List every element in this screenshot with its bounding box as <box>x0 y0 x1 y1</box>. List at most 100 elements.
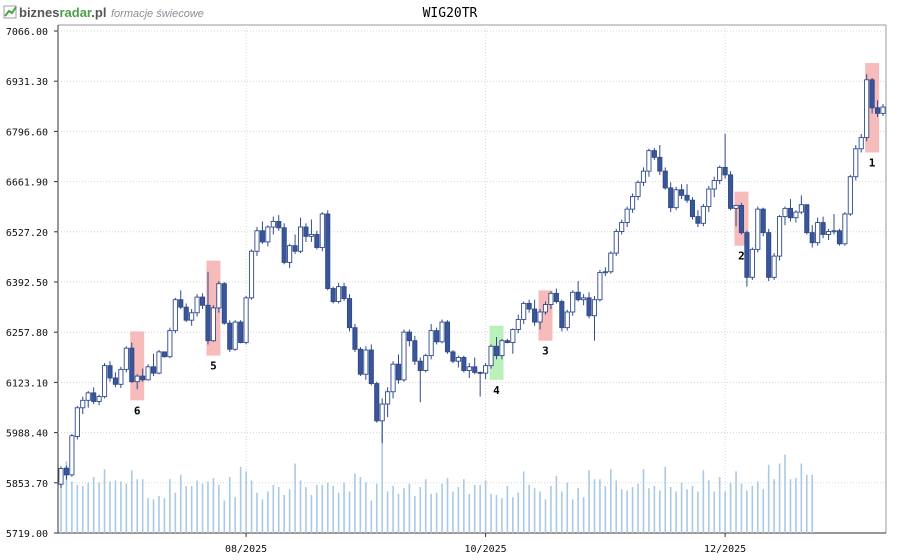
x-tick-label: 10/2025 <box>465 544 507 555</box>
candle-body <box>864 79 870 139</box>
candle-body <box>167 330 173 358</box>
candle-body <box>287 245 293 263</box>
bearish-candle <box>875 100 881 118</box>
bullish-candle <box>265 225 271 247</box>
bearish-candle <box>395 354 402 384</box>
candle-body <box>624 208 630 224</box>
candle-body <box>738 204 745 234</box>
bullish-candle <box>673 186 679 211</box>
candle-body <box>248 250 255 299</box>
bullish-candle <box>782 206 788 226</box>
bearish-candle <box>341 282 347 301</box>
candle-body <box>472 366 478 373</box>
bearish-candle <box>314 230 320 250</box>
candle-body <box>265 226 271 243</box>
bullish-candle <box>880 104 886 116</box>
candle-body <box>847 176 853 215</box>
bearish-candle <box>744 230 750 287</box>
candle-body <box>477 371 483 374</box>
bullish-candle <box>101 363 108 399</box>
candle-body <box>210 307 216 342</box>
bearish-candle <box>728 171 734 211</box>
bullish-candle <box>232 320 238 351</box>
candle-body <box>69 435 75 476</box>
bullish-candle <box>145 364 151 381</box>
candle-body <box>374 383 380 422</box>
bullish-candle <box>640 167 647 187</box>
candle-body <box>227 322 233 350</box>
bearish-candle <box>695 210 701 228</box>
bearish-candle <box>477 371 483 397</box>
pattern-label: 4 <box>493 384 500 397</box>
bearish-candle <box>869 77 875 114</box>
bearish-candle <box>368 344 374 386</box>
bullish-candle <box>319 212 325 252</box>
y-tick-label: 6257.80 <box>6 328 48 339</box>
candle-body <box>679 189 685 196</box>
candle-body <box>564 311 570 329</box>
bearish-candle <box>766 228 772 282</box>
candle-body <box>521 302 527 320</box>
bullish-candle <box>379 398 385 444</box>
candle-body <box>510 329 516 344</box>
candle-body <box>330 288 336 303</box>
y-tick-label: 5853.70 <box>6 479 48 490</box>
candle-body <box>123 347 129 370</box>
candle-body <box>744 232 750 278</box>
candle-body <box>325 213 331 289</box>
candle-body <box>145 366 151 381</box>
bullish-candle <box>853 145 859 181</box>
candle-body <box>140 375 146 381</box>
y-axis-ticks: 7066.00 6931.30 6796.60 6661.90 6527.20 6392.… <box>6 27 58 540</box>
bullish-candle <box>591 295 598 341</box>
bullish-candle <box>74 405 80 440</box>
bullish-candle <box>248 249 255 300</box>
candle-body <box>385 391 391 405</box>
bullish-candle <box>363 346 369 380</box>
candle-body <box>858 137 864 150</box>
candle-body <box>172 299 178 332</box>
bearish-candle <box>406 329 412 347</box>
candle-body <box>559 301 565 329</box>
bullish-candle <box>815 217 821 246</box>
bullish-candle <box>624 206 630 228</box>
candle-body <box>346 298 353 329</box>
bullish-candle <box>423 353 429 373</box>
bullish-candle <box>466 363 472 378</box>
bearish-candle <box>292 234 298 254</box>
bullish-candle <box>700 203 706 227</box>
y-tick-label: 6661.90 <box>6 178 48 189</box>
candle-body <box>711 179 717 190</box>
candle-body <box>613 231 619 254</box>
candle-body <box>379 403 385 422</box>
candle-body <box>804 204 810 234</box>
candle-body <box>444 321 451 353</box>
bullish-candle <box>711 176 717 198</box>
candle-body <box>548 292 554 305</box>
bearish-candle <box>346 294 353 332</box>
candle-body <box>553 292 559 303</box>
bullish-candle <box>156 350 162 375</box>
svg-text:biznesradar.pl: biznesradar.pl <box>19 5 106 20</box>
bearish-candle <box>325 210 331 291</box>
candle-body <box>297 226 304 252</box>
candle-body <box>809 232 815 244</box>
bullish-candle <box>297 217 304 254</box>
pattern-label: 5 <box>210 360 217 373</box>
bullish-candle <box>216 281 222 313</box>
brand-name-part2: radar <box>59 5 91 20</box>
candle-body <box>581 297 587 301</box>
bullish-candle <box>123 346 129 373</box>
candle-body <box>134 375 140 383</box>
candle-body <box>755 208 761 250</box>
bullish-candle <box>771 253 777 280</box>
brand-logo[interactable]: biznesradar.pl <box>3 5 106 20</box>
candle-body <box>526 302 532 310</box>
bullish-candle <box>189 309 195 326</box>
candle-body <box>406 331 412 342</box>
bearish-candle <box>532 299 538 326</box>
bearish-candle <box>205 271 211 345</box>
candle-body <box>216 283 222 309</box>
candle-body <box>314 234 320 248</box>
candle-body <box>461 357 467 371</box>
